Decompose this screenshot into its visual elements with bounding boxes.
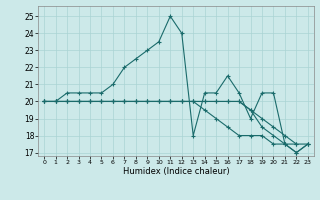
X-axis label: Humidex (Indice chaleur): Humidex (Indice chaleur) (123, 167, 229, 176)
